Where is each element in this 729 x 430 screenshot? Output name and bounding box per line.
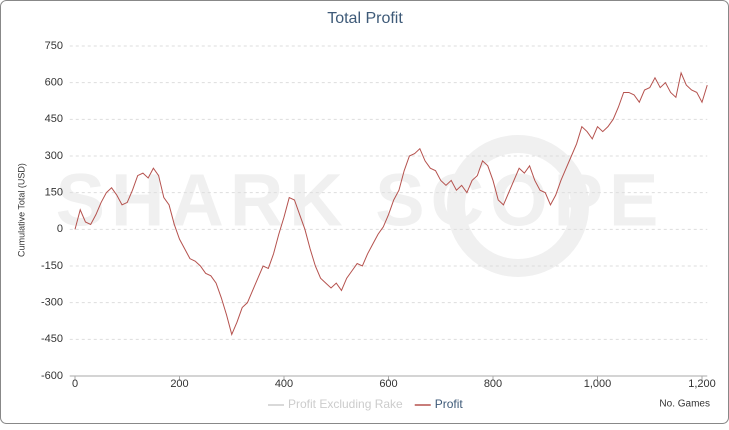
y-tick-label: 600 <box>45 77 63 89</box>
y-tick-label: -300 <box>41 297 63 309</box>
y-axis-label: Cumulative Total (USD) <box>16 163 26 257</box>
legend-label: Profit Excluding Rake <box>288 397 403 411</box>
x-axis-label: No. Games <box>659 399 710 410</box>
y-tick-label: 0 <box>57 223 63 235</box>
y-tick-label: 750 <box>45 40 63 52</box>
x-tick-label: 0 <box>72 378 78 390</box>
y-tick-label: 150 <box>45 187 63 199</box>
y-tick-label: 300 <box>45 150 63 162</box>
x-tick-label: 600 <box>379 378 397 390</box>
chart-title: Total Profit <box>327 10 403 27</box>
y-tick-label: -450 <box>41 333 63 345</box>
y-tick-label: 450 <box>45 113 63 125</box>
x-tick-label: 200 <box>170 378 188 390</box>
x-tick-label: 400 <box>275 378 293 390</box>
x-tick-label: 800 <box>484 378 502 390</box>
y-tick-label: -600 <box>41 370 63 382</box>
watermark-ring <box>447 135 589 277</box>
x-tick-label: 1,200 <box>688 378 716 390</box>
x-tick-label: 1,000 <box>584 378 612 390</box>
legend-label: Profit <box>435 397 464 411</box>
line-series <box>74 71 708 336</box>
y-tick-label: -150 <box>41 260 63 272</box>
